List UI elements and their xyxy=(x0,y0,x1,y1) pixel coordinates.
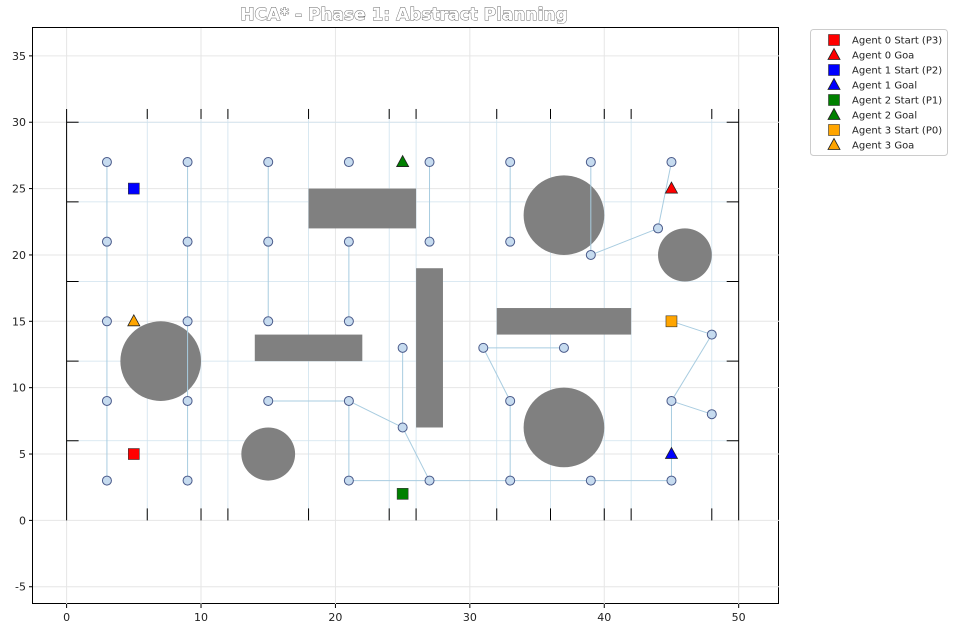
agent-3-start-marker xyxy=(666,316,677,327)
y-tick-label: 0 xyxy=(19,514,26,527)
obstacle-rect xyxy=(309,189,417,229)
abstract-node xyxy=(344,158,353,167)
abstract-node xyxy=(183,476,192,485)
legend-marker-square xyxy=(829,125,840,136)
legend-label: Agent 2 Start (P1) xyxy=(852,96,942,107)
legend-marker-square xyxy=(829,65,840,76)
legend-marker-square xyxy=(829,95,840,106)
abstract-node xyxy=(102,237,111,246)
abstract-node xyxy=(425,476,434,485)
abstract-node xyxy=(102,317,111,326)
abstract-node xyxy=(506,237,515,246)
abstract-node xyxy=(264,317,273,326)
abstract-node xyxy=(398,343,407,352)
abstract-node xyxy=(479,343,488,352)
abstract-node xyxy=(506,476,515,485)
y-tick-label: 30 xyxy=(12,116,26,129)
legend: Agent 0 Start (P3) Agent 0 Goa Agent 1 Sta… xyxy=(811,30,948,156)
abstract-node xyxy=(102,476,111,485)
abstract-node xyxy=(667,476,676,485)
axes-frame xyxy=(33,28,779,604)
abstract-node xyxy=(183,317,192,326)
legend-label: Agent 3 Goa xyxy=(852,141,914,152)
abstract-node xyxy=(183,237,192,246)
abstract-node xyxy=(344,317,353,326)
legend-label: Agent 3 Start (P0) xyxy=(852,126,942,137)
abstract-node xyxy=(183,396,192,405)
x-tick-label: 20 xyxy=(328,611,342,624)
abstract-node xyxy=(707,330,716,339)
abstract-node xyxy=(344,476,353,485)
abstract-node xyxy=(264,158,273,167)
x-tick-label: 30 xyxy=(463,611,477,624)
abstract-node xyxy=(264,396,273,405)
abstract-node xyxy=(425,237,434,246)
legend-box xyxy=(811,30,948,156)
y-tick-label: 25 xyxy=(12,183,26,196)
obstacle-rect xyxy=(255,335,363,362)
abstract-node xyxy=(506,396,515,405)
abstract-node xyxy=(344,396,353,405)
legend-label: Agent 1 Goal xyxy=(852,81,917,92)
y-tick-label: 5 xyxy=(19,448,26,461)
chart-title: HCA* - Phase 1: Abstract Planning xyxy=(240,5,567,25)
abstract-node xyxy=(344,237,353,246)
y-tick-label: 20 xyxy=(12,249,26,262)
abstract-node xyxy=(586,158,595,167)
obstacle-circle xyxy=(241,427,295,480)
abstract-node xyxy=(707,410,716,419)
obstacle-rect xyxy=(497,308,631,335)
legend-label: Agent 1 Start (P2) xyxy=(852,66,942,77)
x-tick-label: 10 xyxy=(194,611,208,624)
obstacle-circle xyxy=(524,175,605,255)
abstract-node xyxy=(102,158,111,167)
abstract-node xyxy=(506,158,515,167)
abstract-node xyxy=(264,237,273,246)
legend-label: Agent 2 Goal xyxy=(852,111,917,122)
abstract-node xyxy=(667,396,676,405)
abstract-node xyxy=(667,158,676,167)
abstract-node xyxy=(398,423,407,432)
agent-2-start-marker xyxy=(397,488,408,499)
y-tick-label: 35 xyxy=(12,50,26,63)
obstacle-circle xyxy=(120,321,201,401)
legend-marker-square xyxy=(829,35,840,46)
x-tick-label: 50 xyxy=(732,611,746,624)
y-tick-label: 10 xyxy=(12,382,26,395)
agent-0-start-marker xyxy=(128,449,139,460)
legend-label: Agent 0 Goa xyxy=(852,51,914,62)
obstacle-circle xyxy=(524,388,605,468)
abstract-node xyxy=(654,224,663,233)
legend-label: Agent 0 Start (P3) xyxy=(852,36,942,47)
abstract-node xyxy=(425,158,434,167)
y-tick-label: 15 xyxy=(12,315,26,328)
x-tick-label: 40 xyxy=(597,611,611,624)
abstract-node xyxy=(183,158,192,167)
agent-1-start-marker xyxy=(128,183,139,194)
obstacle-circle xyxy=(658,228,712,281)
abstract-node xyxy=(586,250,595,259)
y-tick-label: -5 xyxy=(15,581,26,594)
abstract-node xyxy=(559,343,568,352)
abstract-node xyxy=(586,476,595,485)
obstacle-rect xyxy=(416,268,443,427)
abstract-node xyxy=(102,396,111,405)
x-tick-label: 0 xyxy=(63,611,70,624)
